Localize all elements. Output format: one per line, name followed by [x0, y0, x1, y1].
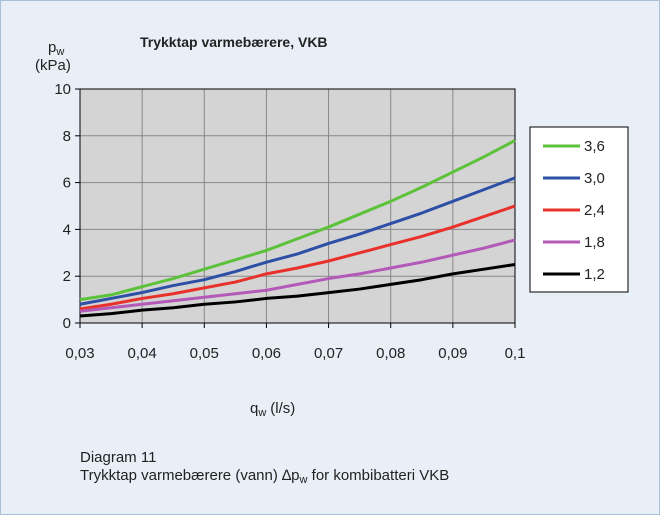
x-tick-label: 0,08	[376, 345, 405, 362]
plot-area	[80, 89, 515, 323]
x-tick-label: 0,03	[65, 345, 94, 362]
caption-line: Trykktap varmebærere (vann) ∆pw for komb…	[80, 467, 449, 486]
y-tick-label: 0	[63, 315, 71, 332]
y-axis-label: pw	[48, 39, 64, 58]
legend-label: 3,6	[584, 138, 605, 155]
caption-line: Diagram 11	[80, 449, 156, 466]
x-tick-label: 0,1	[505, 345, 526, 362]
legend-label: 1,2	[584, 266, 605, 283]
legend-label: 2,4	[584, 202, 605, 219]
series-line	[79, 263, 516, 318]
x-tick-label: 0,05	[190, 345, 219, 362]
legend-label: 3,0	[584, 170, 605, 187]
x-tick-label: 0,07	[314, 345, 343, 362]
series-line	[79, 238, 516, 313]
x-tick-label: 0,06	[252, 345, 281, 362]
y-tick-label: 4	[63, 221, 71, 238]
series-line	[79, 204, 516, 311]
x-tick-label: 0,09	[438, 345, 467, 362]
series-line	[79, 139, 516, 302]
y-tick-label: 6	[63, 175, 71, 192]
y-axis-unit: (kPa)	[35, 57, 71, 74]
y-tick-label: 10	[54, 81, 71, 98]
y-tick-label: 2	[63, 268, 71, 285]
legend-label: 1,8	[584, 234, 605, 251]
series-line	[79, 176, 516, 306]
x-axis-label: qw (l/s)	[250, 400, 295, 419]
chart-title: Trykktap varmebærere, VKB	[140, 34, 328, 50]
y-tick-label: 8	[63, 128, 71, 145]
x-tick-label: 0,04	[128, 345, 157, 362]
